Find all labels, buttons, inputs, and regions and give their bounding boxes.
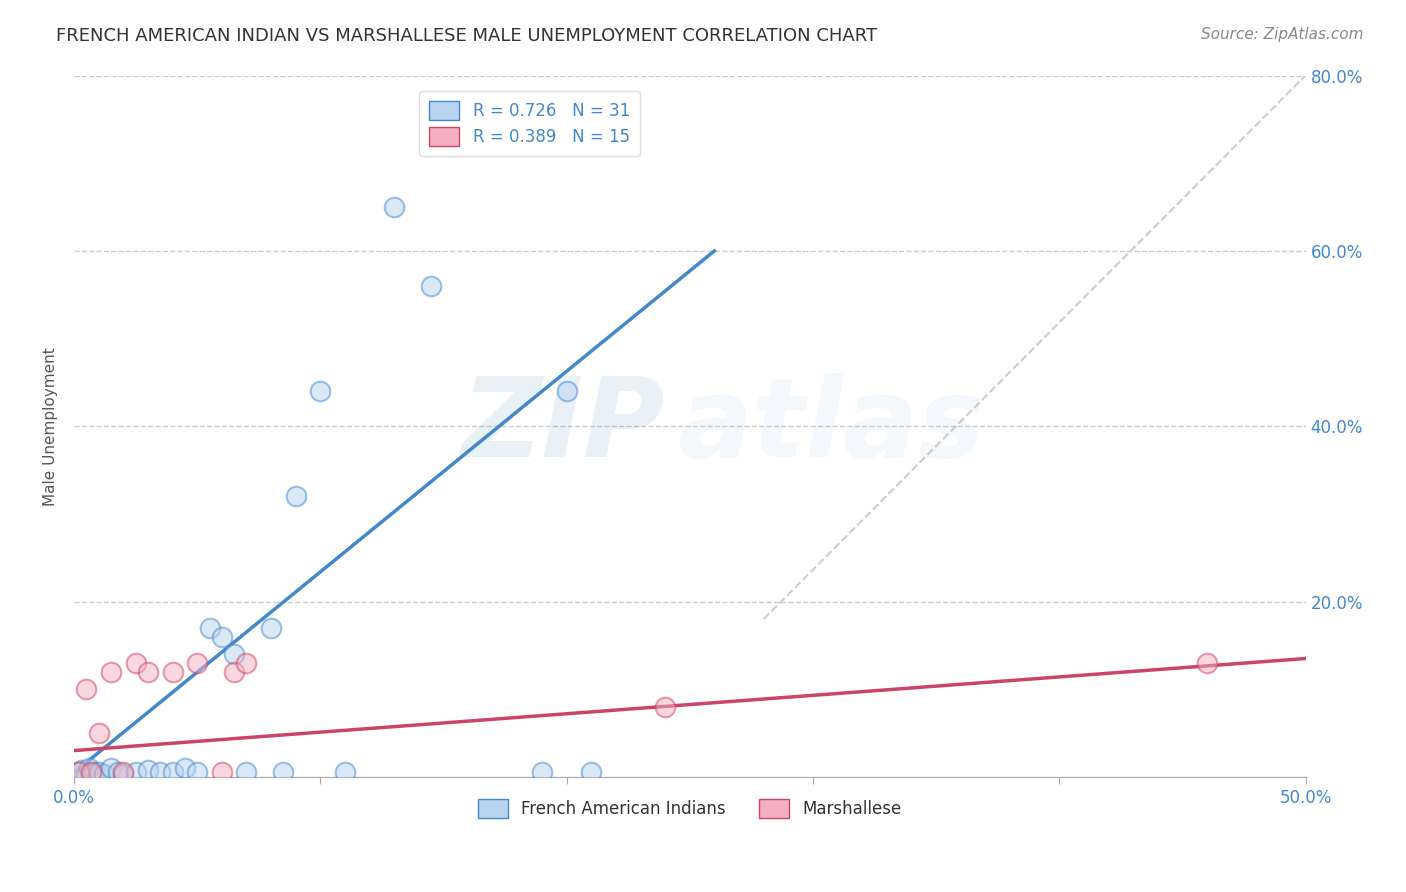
Point xyxy=(149,765,172,780)
Point xyxy=(174,761,197,775)
Point xyxy=(420,279,443,293)
Point xyxy=(75,682,97,697)
Point xyxy=(70,763,93,777)
Point xyxy=(87,726,110,740)
Point xyxy=(260,621,283,635)
Point xyxy=(531,765,554,780)
Point xyxy=(67,765,90,780)
Point xyxy=(211,630,233,644)
Text: ZIP: ZIP xyxy=(461,373,665,480)
Point xyxy=(284,489,307,503)
Point xyxy=(198,621,221,635)
Point xyxy=(83,765,105,780)
Point xyxy=(654,699,676,714)
Point xyxy=(77,761,100,775)
Point xyxy=(309,384,332,398)
Point xyxy=(224,647,246,661)
Point xyxy=(112,765,135,780)
Point xyxy=(67,765,90,780)
Text: Source: ZipAtlas.com: Source: ZipAtlas.com xyxy=(1201,27,1364,42)
Point xyxy=(186,656,208,670)
Point xyxy=(124,765,146,780)
Point xyxy=(211,765,233,780)
Point xyxy=(112,767,135,781)
Point xyxy=(235,656,257,670)
Point xyxy=(107,765,129,780)
Point xyxy=(333,765,356,780)
Point xyxy=(75,768,97,782)
Point xyxy=(581,765,603,780)
Point xyxy=(224,665,246,679)
Point xyxy=(100,665,122,679)
Point xyxy=(555,384,578,398)
Text: FRENCH AMERICAN INDIAN VS MARSHALLESE MALE UNEMPLOYMENT CORRELATION CHART: FRENCH AMERICAN INDIAN VS MARSHALLESE MA… xyxy=(56,27,877,45)
Point xyxy=(100,761,122,775)
Point xyxy=(80,765,103,780)
Text: atlas: atlas xyxy=(678,373,984,480)
Point xyxy=(162,765,184,780)
Point xyxy=(136,665,159,679)
Y-axis label: Male Unemployment: Male Unemployment xyxy=(44,347,58,506)
Point xyxy=(1195,656,1218,670)
Legend: French American Indians, Marshallese: French American Indians, Marshallese xyxy=(471,792,908,824)
Point xyxy=(235,765,257,780)
Point xyxy=(93,767,115,781)
Point xyxy=(382,200,405,214)
Point xyxy=(273,765,295,780)
Point xyxy=(80,767,103,781)
Point xyxy=(162,665,184,679)
Point xyxy=(136,763,159,777)
Point xyxy=(87,765,110,780)
Point xyxy=(124,656,146,670)
Point xyxy=(186,765,208,780)
